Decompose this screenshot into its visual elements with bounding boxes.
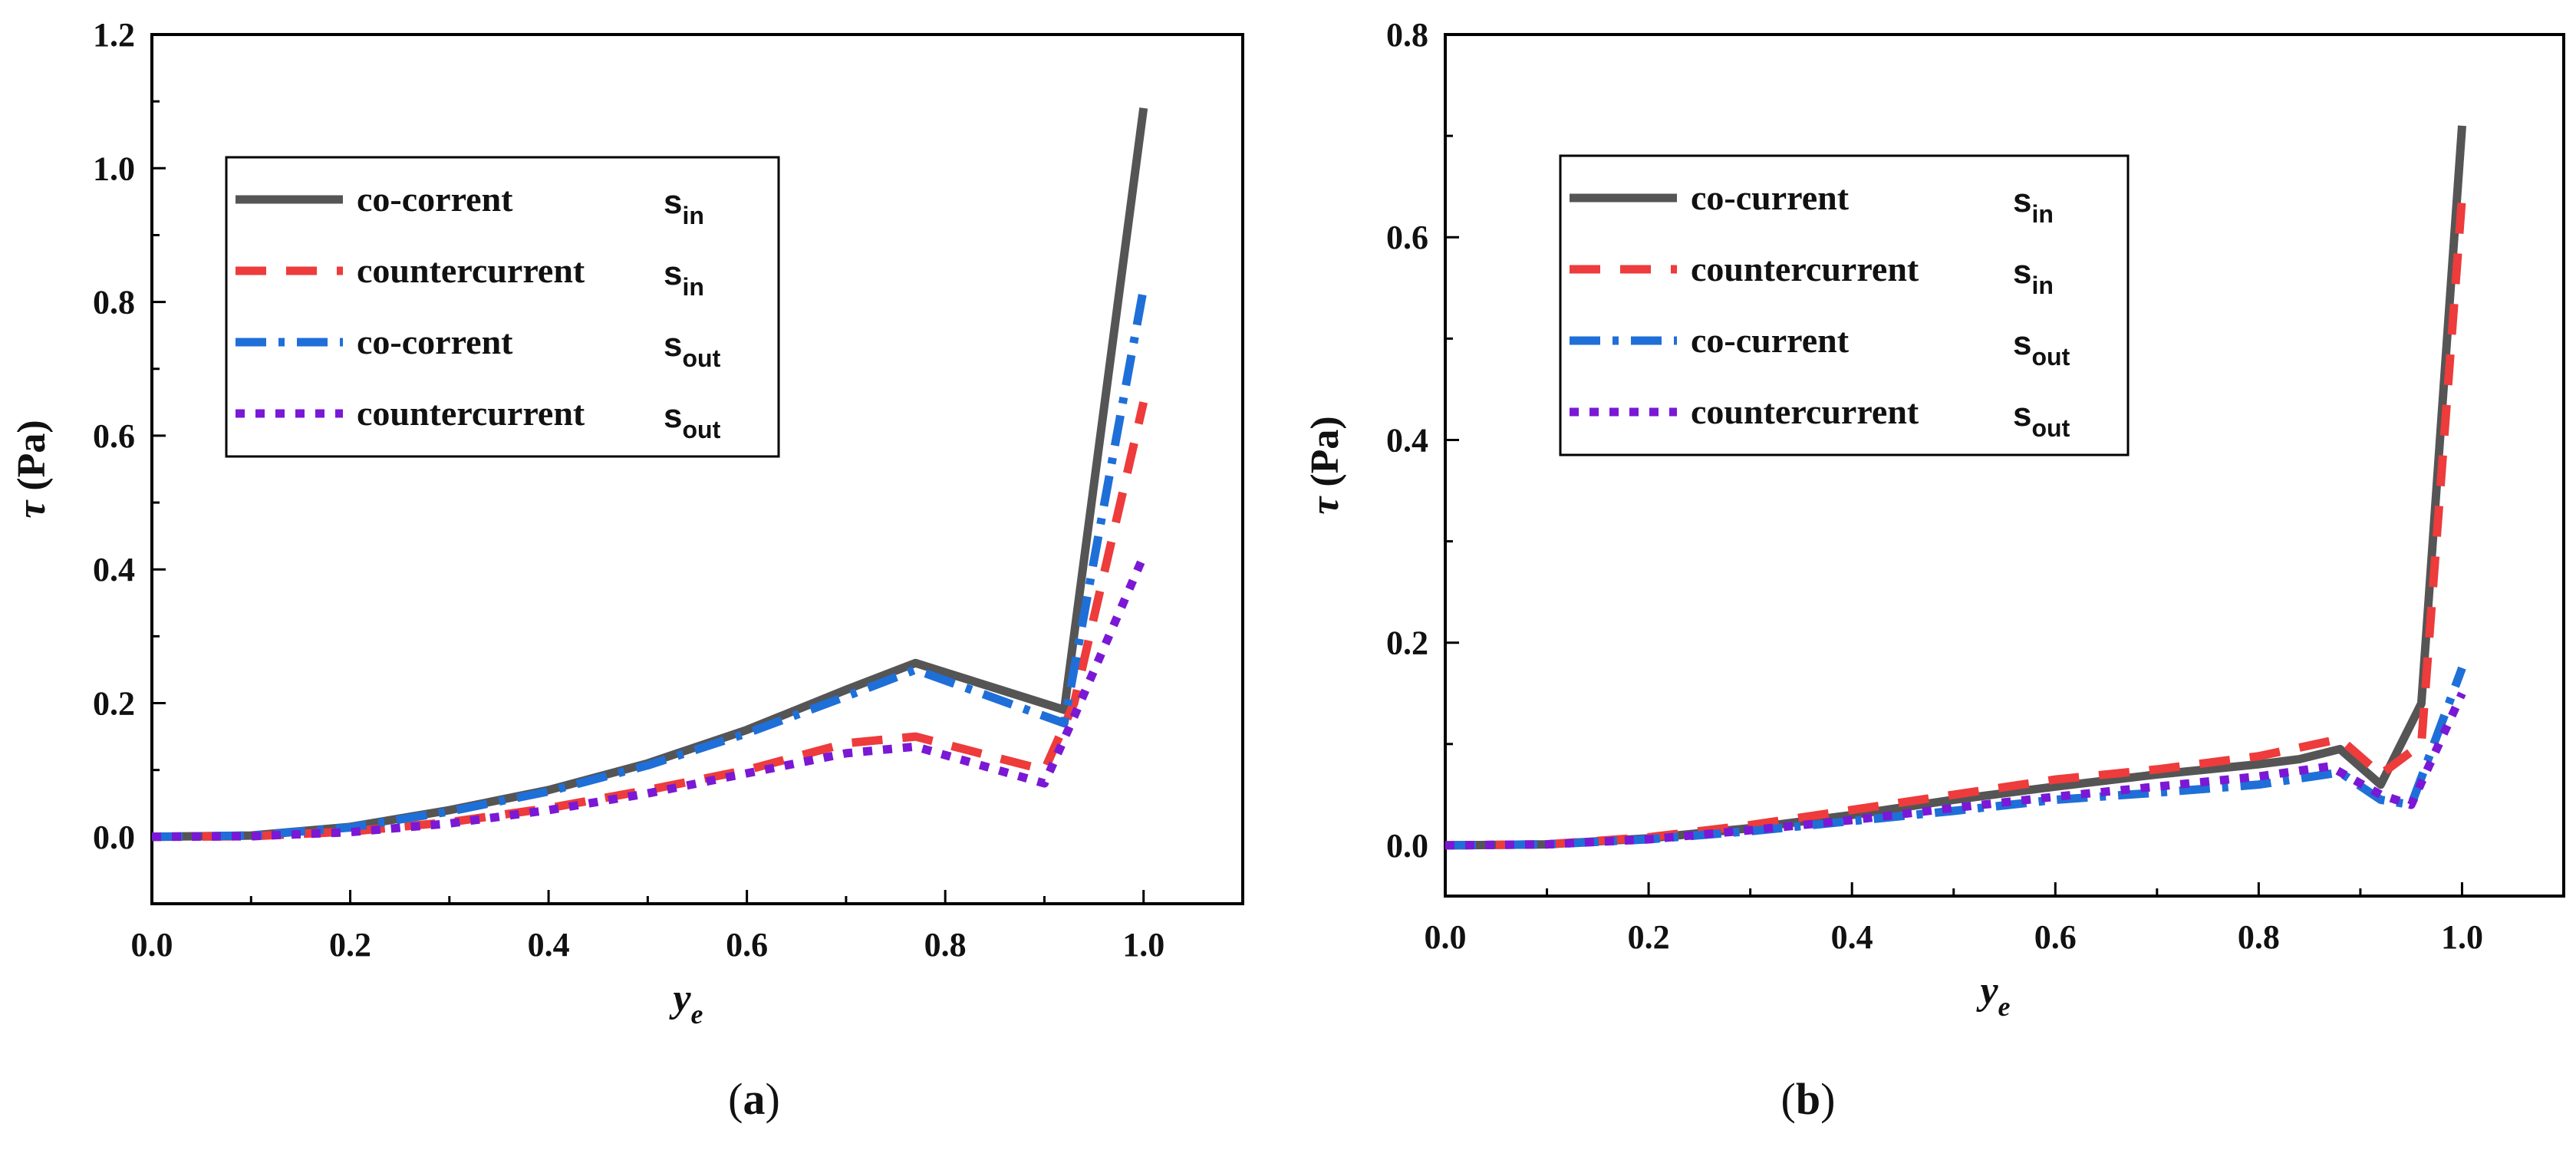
x-tick-label: 0.8 — [924, 926, 967, 964]
x-tick-label: 1.0 — [2441, 918, 2483, 956]
x-tick-label: 0.6 — [726, 926, 768, 964]
panel-label: (b) — [1781, 1074, 1836, 1124]
legend-label-1: co-corrent — [357, 180, 513, 219]
plot-frame — [1444, 33, 2565, 898]
legend-subscript-4: sout — [664, 397, 721, 443]
legend: co-corrent sin countercurrent sin co-corrent… — [225, 156, 780, 458]
series-line-4 — [151, 554, 1148, 842]
x-tick-label: 0.8 — [2238, 918, 2280, 956]
legend-label-4: countercurrent — [357, 394, 585, 433]
y-tick-label: 1.0 — [93, 150, 135, 187]
x-tick-label: 0.4 — [1831, 918, 1873, 956]
y-tick-label: 0.8 — [93, 284, 135, 321]
y-tick-label: 0.0 — [93, 819, 135, 856]
panel-label: (a) — [728, 1074, 780, 1124]
series-line-4 — [1444, 691, 2466, 850]
x-tick-label: 0.0 — [131, 926, 173, 964]
plot-frame — [150, 33, 1244, 905]
legend-label-1: co-current — [1691, 178, 1850, 217]
x-axis-title: ye — [1975, 969, 2010, 1022]
legend-subscript-2: sin — [664, 255, 704, 301]
x-axis-title: ye — [668, 977, 703, 1030]
chart-panel-a: 0.0 0.2 0.4 0.6 0.8 1.0 0.0 0.2 0.4 0.6 0.8 1.0 1.2 τ… — [10, 16, 1244, 1124]
y-tick-label: 0.8 — [1386, 16, 1428, 54]
legend-label-4: countercurrent — [1691, 392, 1919, 431]
x-tick-label: 0.6 — [2034, 918, 2077, 956]
legend-subscript-2: sin — [2013, 253, 2054, 299]
y-tick-label: 0.6 — [1386, 219, 1428, 256]
legend-subscript-4: sout — [2013, 396, 2070, 442]
legend: co-current sin countercurrent sin co-current… — [1559, 154, 2130, 456]
y-tick-label: 0.4 — [1386, 421, 1428, 459]
x-tick-label: 1.0 — [1122, 926, 1164, 964]
y-tick-label: 0.4 — [93, 551, 135, 588]
legend-label-2: countercurrent — [357, 251, 585, 290]
legend-subscript-1: sin — [2013, 182, 2054, 228]
y-axis-title: τ (Pa) — [1303, 416, 1347, 515]
x-tick-label: 0.2 — [1628, 918, 1670, 956]
legend-box — [1559, 154, 2130, 456]
x-tick-label: 0.0 — [1425, 918, 1467, 956]
legend-label-2: countercurrent — [1691, 249, 1919, 288]
x-tick-label: 0.4 — [528, 926, 570, 964]
legend-label-3: co-corrent — [357, 322, 513, 361]
series-line-3 — [151, 288, 1148, 842]
y-tick-label: 0.2 — [93, 685, 135, 723]
legend-subscript-3: sout — [2013, 325, 2070, 371]
series-line-2 — [151, 401, 1148, 842]
legend-subscript-3: sout — [664, 326, 721, 372]
y-axis-title: τ (Pa) — [10, 420, 54, 519]
x-tick-label: 0.2 — [329, 926, 371, 964]
legend-box — [225, 156, 780, 458]
legend-label-3: co-current — [1691, 321, 1850, 360]
chart-panel-b: 0.0 0.2 0.4 0.6 0.8 1.0 0.0 0.2 0.4 0.6 0.8 τ (Pa) y… — [1303, 16, 2565, 1124]
y-tick-label: 1.2 — [93, 16, 135, 54]
y-tick-label: 0.2 — [1386, 624, 1428, 662]
legend-subscript-1: sin — [664, 183, 704, 229]
y-tick-label: 0.0 — [1386, 827, 1428, 865]
y-tick-label: 0.6 — [93, 417, 135, 455]
